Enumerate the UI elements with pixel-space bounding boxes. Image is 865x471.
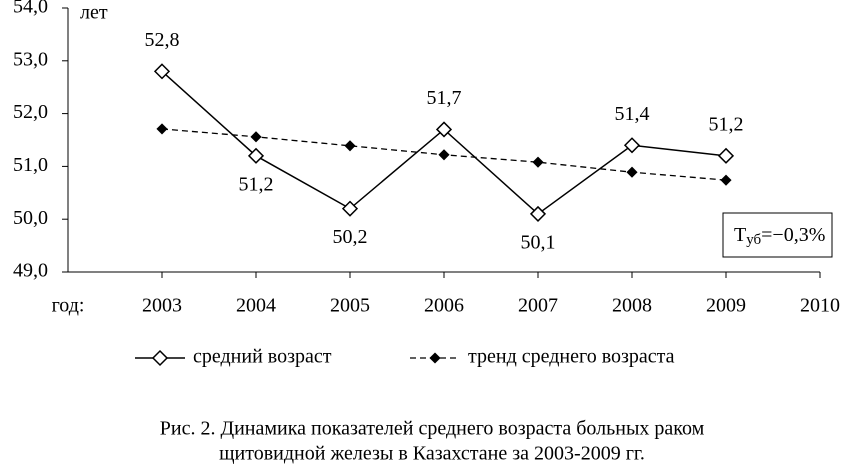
data-label: 51,2 [709, 113, 744, 135]
caption-line: щитовидной железы в Казахстане за 2003-2… [219, 443, 645, 465]
point [532, 156, 544, 168]
y-axis-label: лет [80, 2, 108, 24]
legend-label: средний возраст [193, 346, 332, 368]
annotation-sub: уб [746, 232, 761, 248]
y-tick-label: 54,0 [13, 0, 48, 18]
point [341, 200, 359, 217]
point [250, 131, 262, 143]
x-tick-label: 2006 [424, 295, 464, 317]
data-label: 50,2 [333, 226, 368, 248]
legend-label: тренд среднего возраста [468, 346, 675, 368]
point [435, 121, 453, 138]
data-label: 52,8 [145, 29, 180, 51]
x-tick-label: 2010 [800, 295, 840, 317]
point [153, 63, 171, 80]
annotation-box [722, 212, 833, 258]
x-tick-label: 2005 [330, 295, 370, 317]
point [717, 147, 735, 164]
y-tick-label: 50,0 [13, 207, 48, 229]
point [344, 140, 356, 152]
annotation-main: T [734, 224, 746, 246]
y-tick-label: 49,0 [13, 260, 48, 282]
y-tick-label: 51,0 [13, 154, 48, 176]
legend-marker [151, 349, 169, 367]
point [626, 166, 638, 178]
x-tick-label: 2003 [142, 295, 182, 317]
annotation: Tуб=−0,3% [734, 224, 825, 249]
point [623, 137, 641, 154]
point [156, 123, 168, 135]
point [529, 205, 547, 222]
annotation-rest: =−0,3% [761, 224, 825, 246]
y-tick-label: 53,0 [13, 48, 48, 70]
data-label: 50,1 [521, 232, 556, 254]
x-tick-label: 2009 [706, 295, 746, 317]
x-tick-label: 2008 [612, 295, 652, 317]
data-label: 51,7 [427, 87, 462, 109]
x-axis-label: год: [52, 295, 85, 317]
y-tick-label: 52,0 [13, 101, 48, 123]
point [247, 147, 265, 164]
x-tick-label: 2004 [236, 295, 276, 317]
data-label: 51,2 [239, 173, 274, 195]
legend-marker [429, 352, 441, 364]
data-label: 51,4 [615, 103, 650, 125]
caption-line: Рис. 2. Динамика показателей среднего во… [160, 418, 705, 440]
point [720, 174, 732, 186]
point [438, 149, 450, 161]
x-tick-label: 2007 [518, 295, 558, 317]
